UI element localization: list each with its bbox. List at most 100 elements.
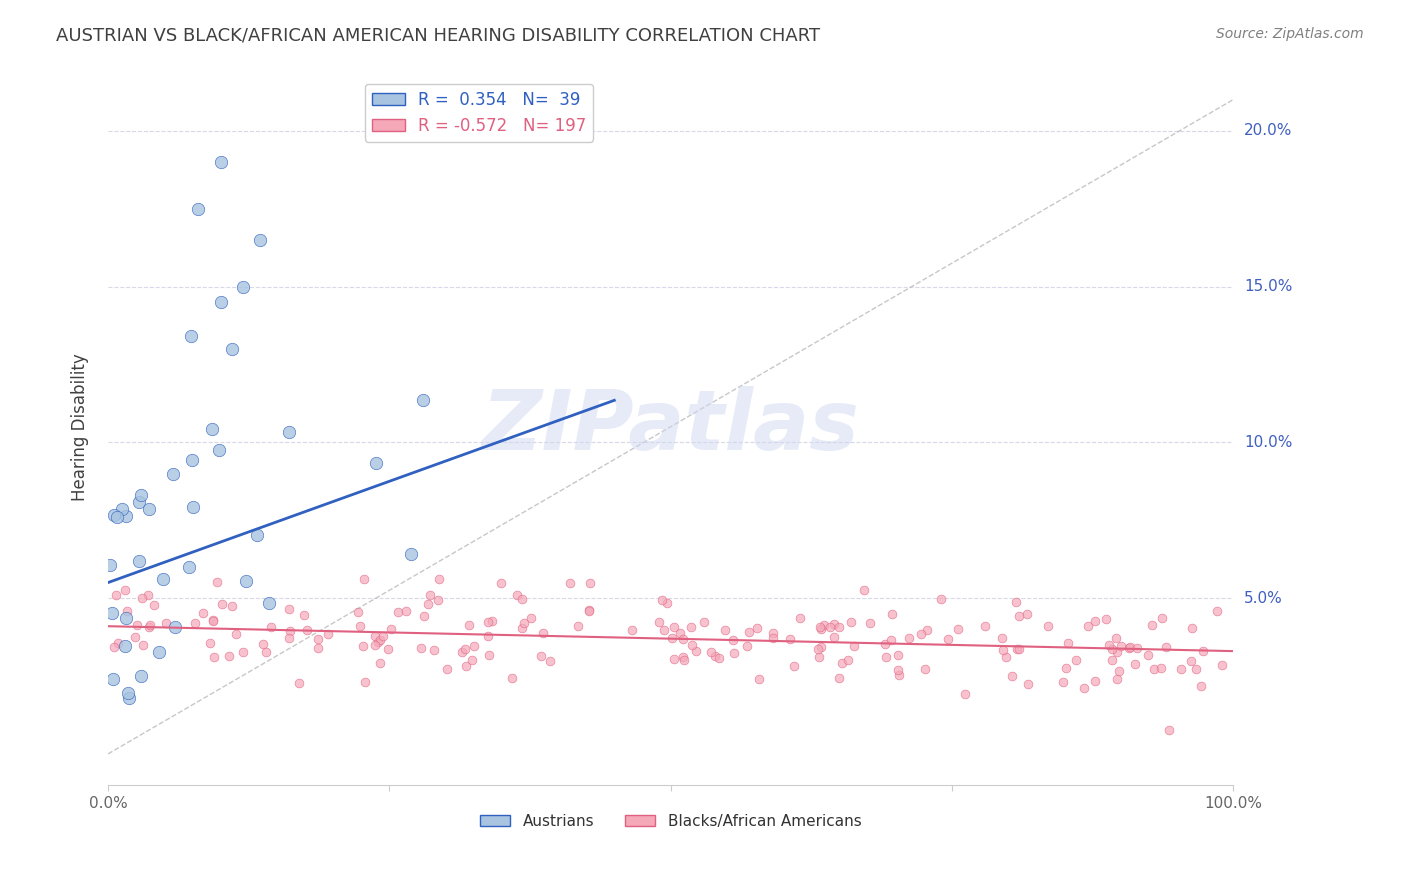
Text: 20.0%: 20.0% <box>1244 123 1292 138</box>
Point <box>1157 723 1180 738</box>
Point <box>995 650 1018 665</box>
Point <box>427 592 450 607</box>
Point <box>1107 672 1129 686</box>
Point <box>395 604 418 618</box>
Point <box>423 643 446 657</box>
Point <box>707 651 730 665</box>
Point <box>257 596 280 610</box>
Point <box>1017 607 1039 621</box>
Point <box>411 641 433 656</box>
Point <box>1095 612 1118 626</box>
Point <box>249 233 271 247</box>
Point <box>198 636 221 650</box>
Point <box>700 645 723 659</box>
Point <box>1181 622 1204 636</box>
Point <box>652 623 675 637</box>
Point <box>914 662 936 676</box>
Point <box>813 618 835 632</box>
Point <box>1211 658 1233 673</box>
Point <box>910 627 932 641</box>
Point <box>128 494 150 508</box>
Point <box>117 686 139 700</box>
Point <box>1189 679 1212 693</box>
Point <box>107 636 129 650</box>
Point <box>703 648 725 663</box>
Point <box>110 501 132 516</box>
Point <box>103 640 125 654</box>
Point <box>672 649 695 664</box>
Point <box>202 614 225 628</box>
Point <box>620 623 643 637</box>
Point <box>225 627 247 641</box>
Point <box>1184 662 1206 676</box>
Point <box>501 671 523 685</box>
Point <box>138 502 160 516</box>
Point <box>1056 636 1078 650</box>
Point <box>478 648 501 662</box>
Point <box>1150 610 1173 624</box>
Point <box>578 576 600 591</box>
Point <box>221 599 243 613</box>
Point <box>364 456 387 470</box>
Point <box>974 619 997 633</box>
Point <box>723 646 745 660</box>
Point <box>681 620 703 634</box>
Point <box>453 642 475 657</box>
Point <box>183 616 205 631</box>
Point <box>567 618 589 632</box>
Point <box>820 620 842 634</box>
Point <box>1170 662 1192 676</box>
Point <box>132 638 155 652</box>
Point <box>115 508 138 523</box>
Point <box>1119 640 1142 654</box>
Point <box>1125 657 1147 671</box>
Point <box>367 634 389 648</box>
Point <box>685 644 707 658</box>
Point <box>783 658 806 673</box>
Point <box>201 422 224 436</box>
Point <box>789 611 811 625</box>
Point <box>163 620 186 634</box>
Point <box>246 528 269 542</box>
Point <box>828 672 851 686</box>
Point <box>844 640 866 654</box>
Point <box>349 618 371 632</box>
Point <box>779 632 801 647</box>
Point <box>991 631 1014 645</box>
Point <box>412 609 434 624</box>
Point <box>1054 661 1077 675</box>
Point <box>1017 677 1039 691</box>
Point <box>953 687 976 701</box>
Text: Source: ZipAtlas.com: Source: ZipAtlas.com <box>1216 27 1364 41</box>
Point <box>882 607 904 622</box>
Point <box>218 648 240 663</box>
Point <box>221 342 243 356</box>
Point <box>481 614 503 628</box>
Point <box>364 638 387 652</box>
Point <box>191 606 214 620</box>
Point <box>745 621 768 635</box>
Legend: Austrians, Blacks/African Americans: Austrians, Blacks/African Americans <box>474 807 868 835</box>
Point <box>807 642 830 657</box>
Point <box>808 650 831 665</box>
Point <box>887 648 910 663</box>
Point <box>1143 662 1166 676</box>
Point <box>647 615 669 629</box>
Point <box>377 641 399 656</box>
Point <box>278 624 301 638</box>
Point <box>661 631 683 645</box>
Point <box>837 653 859 667</box>
Point <box>510 621 533 635</box>
Point <box>368 632 391 647</box>
Point <box>463 639 485 653</box>
Point <box>662 652 685 666</box>
Point <box>823 630 845 644</box>
Point <box>129 488 152 502</box>
Point <box>307 632 329 647</box>
Point <box>1084 673 1107 688</box>
Point <box>118 691 141 706</box>
Point <box>839 615 862 630</box>
Point <box>672 632 695 646</box>
Point <box>316 627 339 641</box>
Point <box>875 650 897 665</box>
